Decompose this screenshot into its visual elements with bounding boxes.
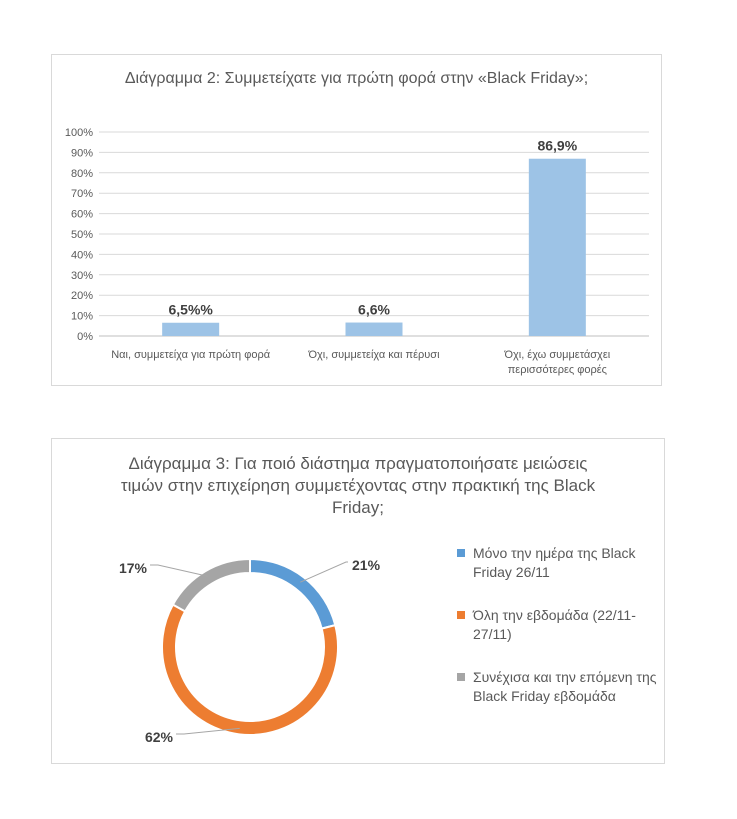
x-category-label: Όχι, συμμετείχα και πέρυσι [307, 349, 440, 361]
bar-data-label: 6,5%% [168, 302, 213, 318]
donut-chart-title: Διάγραμμα 3: Για ποιό διάστημα πραγματοπ… [120, 454, 596, 517]
legend-swatch-gray [457, 673, 465, 681]
leader-line [150, 564, 209, 577]
legend-item-only-black-friday: Μόνο την ημέρα της Black Friday 26/11 [455, 544, 665, 582]
donut-chart-panel: Διάγραμμα 3: Για ποιό διάστημα πραγματοπ… [51, 438, 665, 764]
y-tick-label: 80% [71, 168, 93, 180]
slice-data-label: 21% [352, 557, 381, 573]
bar-chart-svg: 0% 10% 20% 30% 40% 50% 60% 70% 80% 90% 100% 6,5%% 6,… [65, 127, 649, 376]
y-tick-label: 50% [71, 229, 93, 241]
y-tick-label: 40% [71, 249, 93, 261]
legend-label: Μόνο την ημέρα της Black Friday 26/11 [473, 545, 636, 580]
leader-line [176, 727, 240, 735]
bar-data-label: 6,6% [358, 302, 390, 318]
y-tick-label: 20% [71, 290, 93, 302]
bar-chart-title: Διάγραμμα 2: Συμμετείχατε για πρώτη φορά… [124, 70, 589, 87]
donut-slice [171, 557, 251, 613]
y-tick-label: 0% [77, 331, 93, 343]
y-tick-label: 30% [71, 270, 93, 282]
donut-legend: Μόνο την ημέρα της Black Friday 26/11 Όλ… [455, 544, 665, 730]
donut-slice [161, 603, 339, 736]
legend-item-whole-week: Όλη την εβδομάδα (22/11-27/11) [455, 606, 665, 644]
y-tick-label: 70% [71, 188, 93, 200]
bar [528, 158, 586, 336]
slice-data-label: 17% [119, 560, 148, 576]
legend-label: Συνέχισα και την επόμενη της Black Frida… [473, 669, 657, 704]
y-tick-label: 90% [71, 147, 93, 159]
legend-swatch-orange [457, 611, 465, 619]
x-category-label: περισσότερες φορές [508, 364, 607, 376]
x-category-label: Όχι, έχω συμμετάσχει [503, 349, 610, 361]
donut-slice [249, 557, 337, 630]
bar [345, 322, 403, 336]
y-tick-label: 10% [71, 311, 93, 323]
donut-chart-svg: 21% 62% 17% [119, 557, 381, 745]
x-category-label: Ναι, συμμετείχα για πρώτη φορά [111, 349, 270, 361]
bar-chart-panel: Διάγραμμα 2: Συμμετείχατε για πρώτη φορά… [51, 54, 662, 386]
y-tick-label: 100% [65, 127, 93, 139]
legend-swatch-blue [457, 549, 465, 557]
legend-item-next-week: Συνέχισα και την επόμενη της Black Frida… [455, 668, 665, 706]
bar [162, 322, 220, 336]
slice-data-label: 62% [145, 729, 174, 745]
leader-line [300, 561, 348, 583]
bar-data-label: 86,9% [537, 138, 577, 154]
legend-label: Όλη την εβδομάδα (22/11-27/11) [473, 607, 636, 642]
y-tick-label: 60% [71, 209, 93, 221]
